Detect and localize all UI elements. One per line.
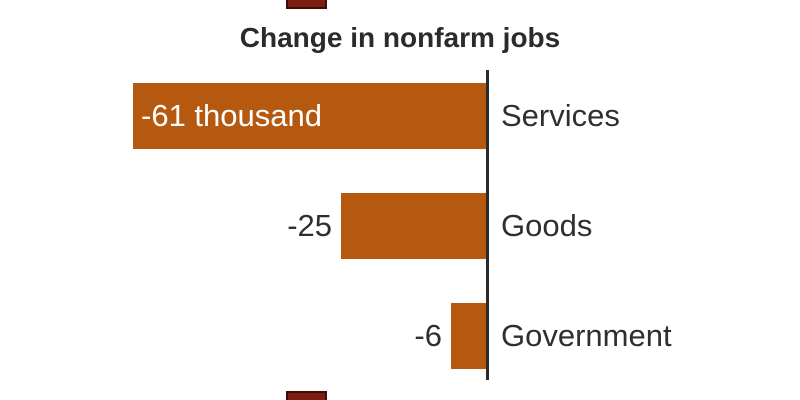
bar-value-label: -61 thousand xyxy=(141,98,322,133)
baseline-axis xyxy=(486,70,489,380)
bar-services: -61 thousand xyxy=(133,83,486,149)
category-label-services: Services xyxy=(501,98,620,133)
bar-value-label: -25 xyxy=(287,208,332,243)
bar-government xyxy=(451,303,486,369)
crop-artifact-top xyxy=(286,0,327,9)
crop-artifact-bottom xyxy=(286,391,327,400)
chart-title: Change in nonfarm jobs xyxy=(239,22,561,53)
bar-goods xyxy=(341,193,486,259)
category-label-government: Government xyxy=(501,318,672,353)
category-label-goods: Goods xyxy=(501,208,593,243)
bar-value-label: -6 xyxy=(414,318,442,353)
